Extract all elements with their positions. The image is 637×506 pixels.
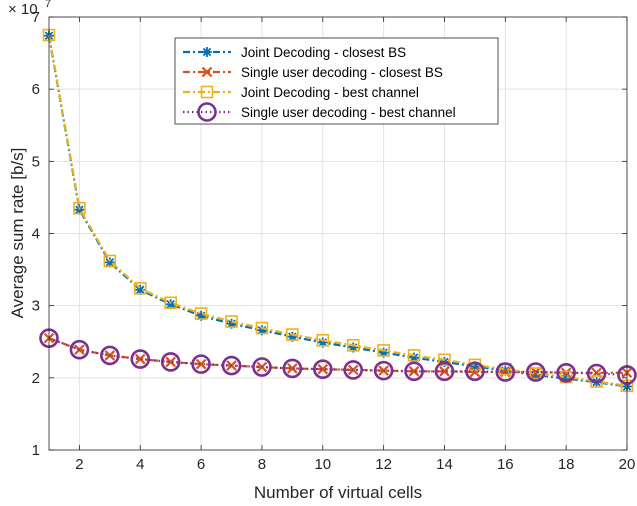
x-tick-label: 10 xyxy=(314,456,331,473)
series-line xyxy=(48,337,628,377)
data-point xyxy=(409,352,420,363)
x-tick-label: 4 xyxy=(136,456,144,473)
data-point xyxy=(408,366,420,377)
legend-item: Single user decoding - best channel xyxy=(183,102,456,122)
data-point xyxy=(312,359,333,379)
data-point xyxy=(469,366,481,378)
data-point xyxy=(164,296,177,310)
data-point xyxy=(134,353,146,365)
legend-swatch-marker xyxy=(202,47,212,57)
data-point xyxy=(586,363,607,384)
legend-item: Joint Decoding - closest BS xyxy=(183,45,406,60)
data-point xyxy=(103,254,117,268)
y-tick-label: 6 xyxy=(32,81,40,98)
x-tick-label: 8 xyxy=(258,456,266,473)
data-point xyxy=(377,344,390,357)
x-tick-label: 16 xyxy=(497,456,514,473)
y-multiplier-exponent: 7 xyxy=(45,0,51,10)
data-point xyxy=(439,366,450,377)
x-tick-label: 18 xyxy=(558,456,575,473)
legend-item: Single user decoding - closest BS xyxy=(183,65,443,80)
data-point xyxy=(434,361,455,382)
data-point xyxy=(74,204,85,215)
data-point xyxy=(317,363,329,375)
legend-label: Joint Decoding - best channel xyxy=(241,85,419,100)
legend-item: Joint Decoding - best channel xyxy=(183,85,419,100)
data-point xyxy=(469,361,480,372)
data-point xyxy=(73,201,86,215)
data-point xyxy=(130,349,151,369)
data-point xyxy=(343,360,364,380)
y-tick-label: 1 xyxy=(32,442,40,459)
data-point xyxy=(135,284,146,295)
data-point xyxy=(346,339,360,352)
data-point xyxy=(373,360,394,381)
data-point xyxy=(165,356,176,368)
data-point xyxy=(556,362,576,383)
data-point xyxy=(559,370,573,384)
data-point xyxy=(69,339,90,360)
data-point xyxy=(530,369,541,380)
data-point xyxy=(348,342,359,353)
data-point xyxy=(160,352,181,372)
data-point xyxy=(191,354,211,374)
data-point xyxy=(255,321,269,335)
series-3 xyxy=(42,28,634,393)
data-point xyxy=(465,361,485,382)
data-point xyxy=(256,325,267,336)
series-layer xyxy=(39,28,637,393)
data-point xyxy=(529,367,543,380)
data-point xyxy=(287,331,298,342)
data-point xyxy=(438,353,451,367)
data-point xyxy=(287,363,298,374)
data-point xyxy=(194,307,208,320)
x-tick-label: 2 xyxy=(75,456,83,473)
data-point xyxy=(133,282,147,295)
data-point xyxy=(316,334,330,347)
data-point xyxy=(252,357,272,377)
legend-swatch-marker xyxy=(201,66,213,78)
data-point xyxy=(282,358,303,379)
data-point xyxy=(404,361,424,382)
legend-label: Single user decoding - closest BS xyxy=(241,65,443,80)
series-4 xyxy=(39,328,637,385)
data-point xyxy=(104,257,115,268)
legend-label: Joint Decoding - closest BS xyxy=(241,45,406,60)
data-point xyxy=(195,358,207,370)
legend-label: Single user decoding - best channel xyxy=(241,105,456,120)
x-axis-label: Number of virtual cells xyxy=(254,483,422,502)
data-point xyxy=(100,345,120,366)
y-tick-label: 7 xyxy=(32,9,40,26)
x-tick-label: 20 xyxy=(619,456,636,473)
legend: Joint Decoding - closest BS Single user d… xyxy=(174,37,499,125)
y-tick-label: 4 xyxy=(32,226,40,243)
y-tick-label: 5 xyxy=(32,153,40,170)
data-point xyxy=(525,362,546,382)
data-point xyxy=(225,315,238,328)
data-point xyxy=(165,299,176,310)
data-point xyxy=(196,310,207,321)
data-point xyxy=(495,362,516,382)
y-multiplier-base: × 10 xyxy=(8,1,38,18)
legend-swatch-marker xyxy=(197,102,217,122)
y-tick-label: 2 xyxy=(32,370,40,387)
data-point xyxy=(286,328,299,341)
data-point xyxy=(221,355,242,376)
x-tick-label: 12 xyxy=(375,456,392,473)
y-tick-label: 3 xyxy=(32,298,40,315)
data-point xyxy=(561,373,572,384)
x-tick-label: 14 xyxy=(436,456,453,473)
data-point xyxy=(378,347,389,358)
y-axis-label: Average sum rate [b/s] xyxy=(8,148,27,319)
data-point xyxy=(317,337,328,348)
x-tick-label: 6 xyxy=(197,456,205,473)
legend-swatch-marker xyxy=(200,85,214,99)
data-point xyxy=(530,366,542,378)
data-point xyxy=(407,349,421,362)
data-point xyxy=(226,318,237,329)
